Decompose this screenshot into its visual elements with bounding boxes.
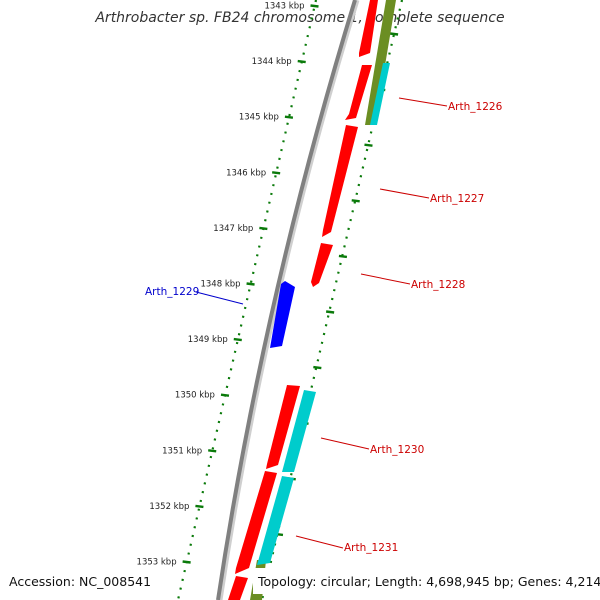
kbp-tick-label: 1345 kbp	[239, 113, 279, 123]
dotted-ruler-inner	[176, 0, 318, 600]
kbp-tick-label: 1343 kbp	[264, 2, 304, 12]
footer-accession: Accession: NC_008541	[9, 574, 151, 589]
gene-label-arth-1227[interactable]: Arth_1227	[430, 193, 484, 205]
reverse-cds	[270, 281, 295, 348]
kbp-tick-label: 1344 kbp	[252, 57, 292, 67]
kbp-tick-label: 1348 kbp	[200, 280, 240, 290]
cds-arrow-arth-1229	[270, 281, 295, 348]
footer-summary-bg	[253, 568, 600, 594]
kbp-tick-label: 1347 kbp	[213, 224, 253, 234]
kbp-tick-label: 1349 kbp	[188, 335, 228, 345]
kbp-tick	[220, 393, 230, 397]
outer-tick	[389, 32, 399, 36]
gene-label-arth-1229[interactable]: Arth_1229	[145, 286, 199, 298]
cds-arrow-arth-1226	[345, 65, 372, 120]
kbp-tick	[310, 4, 319, 8]
kbp-tick	[246, 282, 255, 286]
gene-label-arth-1228[interactable]: Arth_1228	[411, 279, 465, 291]
cds-arrow	[359, 0, 378, 57]
kbp-tick	[259, 226, 268, 231]
footer-summary: Topology: circular; Length: 4,698,945 bp…	[257, 574, 600, 589]
kbp-tick	[208, 449, 217, 453]
cds-arrow-arth-1231	[235, 471, 277, 574]
kbp-tick-label: 1351 kbp	[162, 446, 202, 456]
kbp-tick-label: 1352 kbp	[149, 502, 189, 512]
gene-label-leaders	[195, 97, 448, 549]
kbp-tick-label: 1346 kbp	[226, 168, 266, 178]
rna-features	[250, 0, 396, 600]
gene-label-arth-1230[interactable]: Arth_1230	[370, 444, 424, 456]
cds-arrow-arth-1230	[266, 385, 300, 469]
backbone-line	[216, 0, 357, 600]
kbp-tick	[182, 560, 191, 564]
outer-tick	[338, 254, 348, 259]
kbp-tick	[297, 59, 306, 64]
rna-feature	[365, 0, 396, 125]
kbp-tick	[195, 504, 204, 509]
orf-features	[257, 63, 390, 565]
orf-feature	[282, 390, 316, 472]
kbp-tick	[284, 115, 294, 119]
gene-label-arth-1231[interactable]: Arth_1231	[344, 542, 398, 554]
kbp-ticks: 1343 kbp 1344 kbp 1345 kbp 1346 kbp 1347 kbp…	[137, 2, 319, 568]
cds-arrow	[228, 576, 248, 600]
kbp-tick-label: 1353 kbp	[137, 558, 177, 568]
orf-feature	[257, 476, 294, 565]
gene-label-arth-1226[interactable]: Arth_1226	[448, 101, 503, 113]
cds-arrow-arth-1227	[322, 125, 358, 237]
kbp-tick	[233, 337, 242, 342]
kbp-tick-label: 1350 kbp	[175, 391, 215, 401]
gene-labels: Arth_1226 Arth_1227 Arth_1228 Arth_1229 …	[145, 101, 503, 554]
outer-tick	[364, 143, 373, 147]
kbp-tick	[271, 171, 281, 175]
forward-cds	[228, 0, 378, 600]
outer-tick	[313, 365, 322, 370]
map-title: Arthrobacter sp. FB24 chromosome 1, comp…	[94, 10, 504, 26]
backbone-group	[216, 0, 360, 600]
outer-tick	[325, 310, 335, 314]
outer-tick	[351, 199, 360, 203]
cds-arrow-arth-1228	[311, 243, 333, 287]
orf-feature	[370, 63, 390, 125]
